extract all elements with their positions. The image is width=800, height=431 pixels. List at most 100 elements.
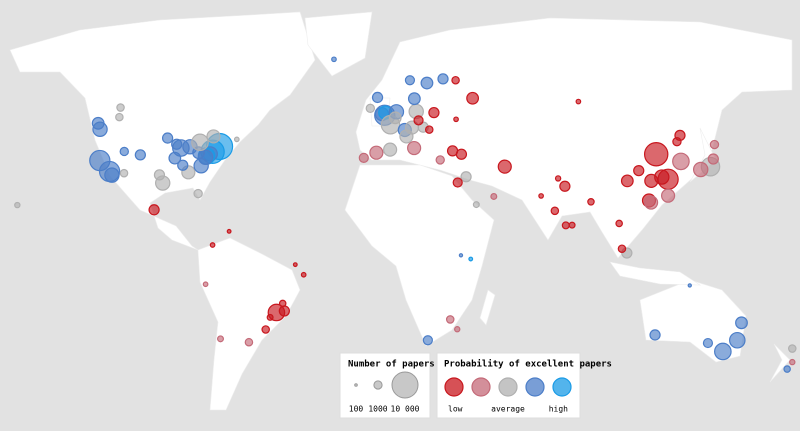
city-bubble [789, 358, 796, 366]
size-label: 10 000 [391, 405, 420, 414]
legend-title: Probability of excellent papers [444, 359, 612, 370]
city-bubble [424, 125, 434, 134]
greenland [304, 11, 373, 77]
city-bubble [404, 75, 416, 86]
city-bubble [672, 152, 690, 171]
city-bubble [171, 138, 183, 150]
city-bubble [134, 149, 146, 161]
color-key [525, 377, 545, 397]
city-bubble [206, 129, 221, 144]
city-bubble [454, 326, 461, 333]
city-bubble [91, 116, 105, 130]
color-label: high [549, 405, 568, 414]
city-bubble [358, 152, 369, 163]
land [9, 11, 793, 411]
city-bubble [468, 256, 474, 262]
city-bubble [707, 153, 719, 165]
city-bubble [168, 151, 182, 165]
city-bubble [633, 165, 645, 177]
city-bubble [278, 299, 287, 308]
city-bubble [428, 106, 440, 119]
city-bubble [365, 103, 376, 114]
city-bubble [437, 73, 449, 85]
city-bubble [104, 167, 120, 183]
city-bubble [193, 188, 203, 199]
color-label: low [448, 405, 463, 414]
new-zealand [769, 343, 791, 383]
city-bubble [783, 365, 791, 373]
city-bubble [568, 221, 576, 229]
city-bubble [455, 148, 468, 160]
city-bubble [729, 331, 746, 349]
city-bubble [575, 98, 582, 105]
city-bubble [161, 132, 174, 144]
city-bubble [788, 344, 797, 353]
south-america [197, 237, 301, 411]
size-label: 100 [349, 405, 364, 414]
city-bubble [153, 169, 166, 181]
city-bubble [119, 168, 129, 178]
color-key [471, 377, 491, 397]
city-bubble [331, 56, 337, 63]
city-bubble [445, 315, 455, 324]
city-bubble [115, 112, 124, 122]
city-bubble [714, 342, 732, 361]
city-bubble [460, 171, 472, 183]
city-bubble [735, 316, 748, 330]
city-bubble [292, 262, 298, 268]
size-label: 1000 [368, 405, 387, 414]
city-bubble [177, 159, 189, 171]
size-key [391, 371, 419, 399]
city-bubble [643, 195, 659, 210]
city-bubble [643, 141, 669, 167]
city-bubble [407, 92, 421, 106]
city-bubble [278, 305, 290, 317]
city-bubble [559, 180, 571, 192]
city-bubble [116, 103, 125, 112]
city-bubble [266, 313, 274, 321]
city-bubble [261, 325, 270, 334]
city-bubble [216, 335, 225, 343]
size-legend: Number of papers 100 1000 10 000 [339, 352, 435, 419]
city-bubble [233, 136, 240, 143]
australia [639, 279, 747, 363]
city-bubble [451, 75, 460, 85]
city-bubble [709, 139, 720, 150]
city-bubble [193, 158, 209, 174]
city-bubble [615, 219, 623, 228]
city-bubble [649, 329, 661, 341]
city-bubble [458, 253, 464, 258]
size-key [354, 383, 358, 387]
city-bubble [538, 193, 544, 199]
city-bubble [420, 76, 434, 90]
city-bubble [226, 228, 232, 234]
city-bubble [148, 204, 160, 216]
city-bubble [300, 271, 307, 278]
city-bubble [687, 283, 692, 288]
city-bubble [383, 142, 398, 157]
city-bubble [119, 146, 129, 157]
city-bubble [399, 129, 414, 144]
city-bubble [692, 161, 709, 178]
city-bubble [466, 91, 480, 105]
color-key [444, 377, 464, 397]
city-bubble [702, 337, 714, 349]
indonesia [609, 261, 702, 286]
madagascar [479, 289, 496, 326]
color-key [498, 377, 518, 397]
bubbles [14, 56, 797, 373]
city-bubble [407, 140, 422, 156]
city-bubble [644, 173, 659, 188]
city-bubble [561, 221, 570, 230]
city-bubble [452, 177, 463, 188]
size-key [373, 380, 383, 390]
city-bubble [587, 198, 595, 206]
city-bubble [472, 201, 480, 209]
eurasia [355, 17, 793, 259]
city-bubble [497, 159, 512, 174]
city-bubble [453, 116, 459, 123]
city-bubble [422, 335, 433, 346]
legend-title: Number of papers [348, 360, 435, 370]
city-bubble [550, 206, 560, 216]
